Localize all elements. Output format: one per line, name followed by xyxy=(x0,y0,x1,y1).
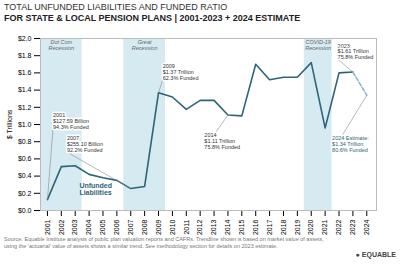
svg-text:GreatRecession: GreatRecession xyxy=(132,39,158,51)
svg-text:2003: 2003 xyxy=(71,219,78,235)
svg-text:Dot ComRecession: Dot ComRecession xyxy=(48,39,74,51)
svg-text:2020: 2020 xyxy=(307,219,314,235)
svg-text:2007: 2007 xyxy=(127,219,134,235)
svg-text:$1.0: $1.0 xyxy=(18,121,32,128)
svg-text:2009$1.37 Trillion62.3% Funded: 2009$1.37 Trillion62.3% Funded xyxy=(163,63,199,81)
svg-text:$1.4: $1.4 xyxy=(18,86,32,93)
svg-text:2024: 2024 xyxy=(363,219,370,235)
html-text:● EQUABLE: ● EQUABLE xyxy=(355,251,396,258)
svg-text:2012: 2012 xyxy=(196,219,203,235)
svg-text:$1.6: $1.6 xyxy=(18,69,32,76)
svg-text:COVID-19Recession: COVID-19Recession xyxy=(305,39,331,51)
svg-text:2021: 2021 xyxy=(321,219,328,235)
svg-text:2006: 2006 xyxy=(113,219,120,235)
svg-text:2023:$1.61 Trillion75.8% Funde: 2023:$1.61 Trillion75.8% Funded xyxy=(338,43,374,61)
svg-text:$0.6: $0.6 xyxy=(18,155,32,162)
svg-text:2007$255.10 Billion92.2% Funde: 2007$255.10 Billion92.2% Funded xyxy=(67,135,103,153)
svg-text:2018: 2018 xyxy=(280,219,287,235)
svg-text:2009: 2009 xyxy=(155,219,162,235)
svg-text:2008: 2008 xyxy=(141,219,148,235)
svg-text:2005: 2005 xyxy=(99,219,106,235)
svg-text:2013: 2013 xyxy=(210,219,217,235)
svg-text:2019: 2019 xyxy=(294,219,301,235)
svg-text:2001$127.59 Billion94.3% Funde: 2001$127.59 Billion94.3% Funded xyxy=(53,112,89,130)
svg-text:2011: 2011 xyxy=(183,219,190,234)
svg-text:2015: 2015 xyxy=(238,219,245,235)
svg-text:2023: 2023 xyxy=(349,219,356,235)
svg-text:2001: 2001 xyxy=(44,219,51,235)
svg-text:2022: 2022 xyxy=(335,219,342,235)
svg-text:UnfundedLiabilities: UnfundedLiabilities xyxy=(79,182,112,196)
html-text:FOR STATE & LOCAL PENSION PLAN: FOR STATE & LOCAL PENSION PLANS | 2001-2… xyxy=(4,13,301,23)
svg-text:2024 Estimate:$1.34 Trillion80: 2024 Estimate:$1.34 Trillion80.6% Funded xyxy=(332,135,369,153)
svg-text:2017: 2017 xyxy=(266,219,273,235)
html-text:Source: Equable Institute anal: Source: Equable Institute analysis of pu… xyxy=(4,236,324,249)
svg-text:$0.0: $0.0 xyxy=(18,207,32,214)
svg-text:$1.8: $1.8 xyxy=(18,52,32,59)
svg-text:2002: 2002 xyxy=(58,219,65,235)
html-text:TOTAL UNFUNDED LIABILITIES AND: TOTAL UNFUNDED LIABILITIES AND FUNDED RA… xyxy=(4,2,228,12)
svg-text:$0.8: $0.8 xyxy=(18,138,32,145)
svg-text:$0.2: $0.2 xyxy=(18,190,32,197)
svg-text:2014: 2014 xyxy=(224,219,231,235)
svg-text:2004: 2004 xyxy=(85,219,92,235)
svg-text:$2.0: $2.0 xyxy=(18,35,32,42)
svg-text:2014$1.11 Trillion75.8% Funded: 2014$1.11 Trillion75.8% Funded xyxy=(204,132,240,150)
svg-text:$ Trillions: $ Trillions xyxy=(6,109,13,139)
svg-text:$1.2: $1.2 xyxy=(18,104,32,111)
svg-text:2016: 2016 xyxy=(252,219,259,235)
svg-text:2010: 2010 xyxy=(169,219,176,235)
svg-text:$0.4: $0.4 xyxy=(18,172,32,179)
